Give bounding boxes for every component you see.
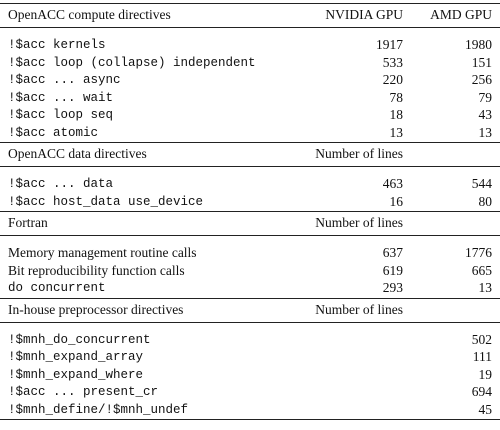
cell-value: 533 [382, 54, 403, 70]
rule [0, 27, 500, 28]
column-header: Number of lines [315, 146, 403, 161]
row-label: Bit reproducibility function calls [8, 262, 185, 278]
cell-value: 13 [478, 124, 493, 140]
column-header: Fortran [8, 215, 48, 230]
column-header: In-house preprocessor directives [8, 301, 184, 317]
cell-value: 293 [382, 280, 403, 295]
cell-value: 16 [389, 193, 404, 209]
cell-value: 1980 [465, 37, 492, 52]
row-label: !$acc ... async [8, 73, 121, 87]
rule [0, 3, 500, 4]
cell-value: 151 [471, 54, 492, 70]
cell-value: 79 [478, 89, 493, 105]
row-label: !$acc kernels [8, 38, 106, 52]
rule [0, 142, 500, 143]
cell-value: 80 [478, 193, 493, 209]
row-label: !$acc host_data use_device [8, 194, 204, 209]
cell-value: 18 [389, 107, 404, 122]
rule [0, 235, 500, 236]
column-header: NVIDIA GPU [325, 7, 403, 22]
row-label: !$acc ... present_cr [8, 385, 159, 399]
cell-value: 19 [478, 366, 493, 382]
cell-value: 43 [478, 107, 493, 122]
row-label: !$mnh_do_concurrent [8, 332, 151, 347]
cell-value: 1917 [376, 37, 403, 52]
cell-value: 665 [471, 262, 492, 278]
row-label: !$acc ... wait [8, 90, 114, 105]
cell-value: 45 [478, 401, 493, 417]
rule [0, 321, 500, 323]
row-label: !$mnh_define/!$mnh_undef [8, 402, 189, 417]
cell-value: 13 [478, 280, 493, 295]
cell-value: 220 [382, 72, 403, 87]
column-header: OpenACC data directives [8, 146, 147, 161]
cell-value: 637 [382, 245, 403, 260]
column-header: OpenACC compute directives [8, 7, 171, 22]
cell-value: 619 [382, 262, 403, 278]
rule [0, 211, 500, 212]
row-label: !$acc loop (collapse) independent [8, 55, 256, 70]
row-label: Memory management routine calls [8, 245, 197, 260]
column-header: AMD GPU [430, 7, 492, 22]
rule [0, 419, 500, 420]
row-label: !$acc loop seq [8, 108, 114, 122]
cell-value: 694 [471, 384, 492, 399]
cell-value: 78 [389, 89, 404, 105]
column-header: Number of lines [315, 215, 403, 230]
row-label: !$mnh_expand_where [8, 367, 144, 382]
cell-value: 502 [471, 331, 492, 347]
cell-value: 463 [382, 176, 403, 191]
cell-value: 544 [471, 176, 492, 191]
row-label: !$mnh_expand_array [8, 350, 144, 364]
row-label: !$acc atomic [8, 125, 99, 140]
rule [0, 166, 500, 167]
cell-value: 1776 [465, 245, 492, 260]
cell-value: 111 [472, 349, 492, 364]
row-label: !$acc ... data [8, 177, 114, 191]
rule [0, 297, 500, 299]
column-header: Number of lines [315, 301, 403, 317]
cell-value: 13 [389, 124, 404, 140]
cell-value: 256 [471, 72, 492, 87]
row-label: do concurrent [8, 281, 106, 295]
